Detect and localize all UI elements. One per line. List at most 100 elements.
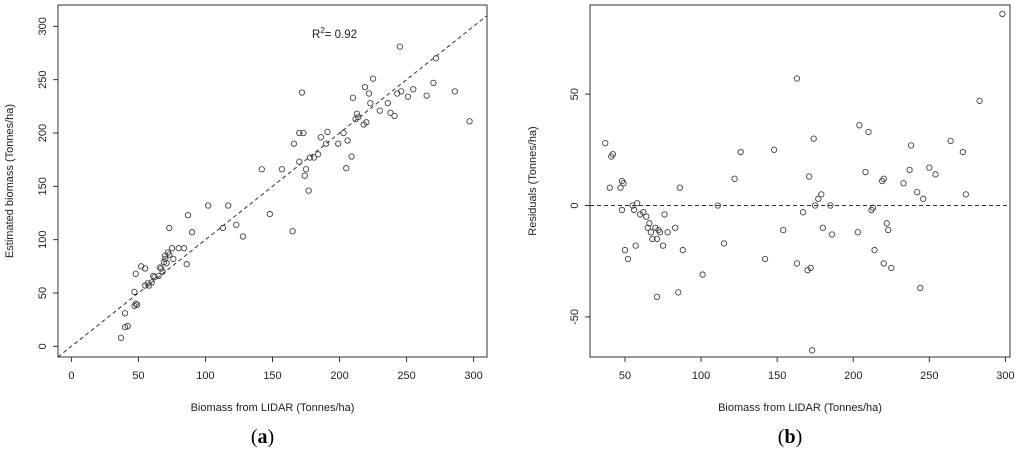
data-point xyxy=(266,210,273,218)
data-point xyxy=(856,122,863,129)
data-point xyxy=(653,235,661,243)
data-point xyxy=(812,202,819,209)
data-point xyxy=(888,264,895,272)
data-point xyxy=(410,86,417,93)
x-tick-label: 100 xyxy=(196,370,214,382)
x-axis-title: Biomass from LIDAR (Tonnes/ha) xyxy=(191,402,355,414)
data-point xyxy=(907,142,915,149)
data-point xyxy=(133,301,141,308)
x-tick-label: 200 xyxy=(330,370,348,382)
data-point xyxy=(676,184,683,191)
y-tick-label: 200 xyxy=(37,124,49,142)
data-point xyxy=(617,184,624,191)
data-point xyxy=(947,137,954,145)
data-point xyxy=(962,191,970,198)
data-point xyxy=(432,55,440,62)
data-point xyxy=(396,43,404,50)
y-axis-title: Estimated biomass (Tonnes/ha) xyxy=(4,104,16,258)
data-point xyxy=(621,246,629,254)
data-point xyxy=(430,79,437,87)
data-point xyxy=(233,221,240,228)
data-point xyxy=(183,261,190,268)
data-point xyxy=(854,229,861,236)
data-point xyxy=(900,180,907,187)
data-point xyxy=(906,166,913,174)
data-point xyxy=(162,255,169,263)
x-tick-label: 100 xyxy=(692,370,710,382)
x-tick-label: 250 xyxy=(920,370,938,382)
data-point xyxy=(117,334,125,341)
data-point xyxy=(644,224,651,231)
data-point xyxy=(404,93,412,100)
x-tick-label: 300 xyxy=(996,370,1014,382)
data-point xyxy=(306,154,314,161)
data-point xyxy=(799,209,807,216)
x-tick-label: 150 xyxy=(263,370,281,382)
data-point xyxy=(780,226,787,234)
data-point xyxy=(451,88,458,95)
data-point xyxy=(163,259,170,267)
data-point xyxy=(367,99,374,107)
data-point xyxy=(296,129,303,137)
data-point xyxy=(602,139,609,147)
data-point xyxy=(714,202,721,209)
data-point xyxy=(369,75,377,82)
r-squared-annotation: R2= 0.92 xyxy=(312,26,357,41)
data-point xyxy=(324,128,331,136)
x-tick-label: 300 xyxy=(464,370,482,382)
data-point xyxy=(675,289,682,296)
data-point xyxy=(679,246,686,254)
data-point xyxy=(828,231,836,238)
data-point xyxy=(141,265,149,272)
data-point xyxy=(166,251,173,258)
data-point xyxy=(959,148,966,156)
data-point xyxy=(166,224,173,232)
data-point xyxy=(653,293,661,300)
data-point xyxy=(632,242,639,249)
data-point xyxy=(819,224,826,231)
data-point xyxy=(818,191,825,198)
panel-b: 50 100 150 200 250 300 -50 0 50 Biomass from LIDA… xyxy=(527,4,1015,448)
data-point xyxy=(880,260,887,267)
data-point xyxy=(151,273,158,281)
data-point xyxy=(398,88,405,95)
data-point xyxy=(322,140,330,147)
data-point xyxy=(387,109,394,116)
x-tick-label: 0 xyxy=(68,370,74,382)
data-point xyxy=(278,166,286,173)
data-point xyxy=(805,173,813,180)
data-point xyxy=(158,265,165,272)
data-point xyxy=(155,272,162,280)
y-tick-label: -50 xyxy=(569,309,581,325)
data-point xyxy=(885,226,892,234)
data-point xyxy=(344,137,351,144)
data-point xyxy=(606,184,613,191)
x-axis-title: Biomass from LIDAR (Tonnes/ha) xyxy=(718,402,882,414)
data-point xyxy=(661,211,668,218)
data-point xyxy=(225,202,232,209)
data-point xyxy=(310,154,318,161)
x-tick-label: 200 xyxy=(844,370,862,382)
data-point xyxy=(365,90,373,97)
data-point xyxy=(926,164,933,171)
data-point xyxy=(865,128,872,136)
y-tick-label: 50 xyxy=(37,287,49,299)
data-point xyxy=(361,83,369,91)
data-point xyxy=(737,148,744,156)
data-point xyxy=(920,195,927,202)
data-point xyxy=(664,229,671,236)
data-point xyxy=(170,255,177,263)
plot-frame xyxy=(57,4,488,358)
data-point xyxy=(239,233,247,240)
data-point xyxy=(649,235,656,243)
data-point xyxy=(343,165,350,172)
data-point xyxy=(184,211,192,219)
data-point xyxy=(620,180,627,187)
data-point xyxy=(301,172,308,179)
data-point xyxy=(219,224,227,232)
data-point xyxy=(305,187,312,194)
data-point xyxy=(883,220,890,227)
data-point xyxy=(148,279,155,286)
y-tick-label: 300 xyxy=(37,17,49,35)
